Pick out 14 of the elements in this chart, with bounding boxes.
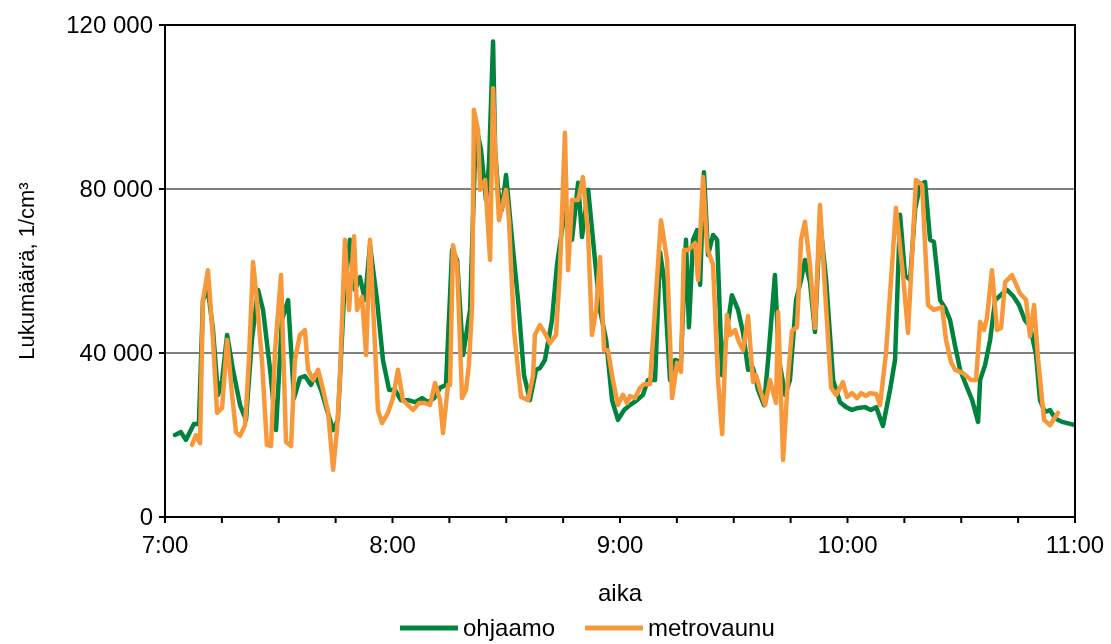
legend-label: metrovaunu xyxy=(648,614,775,642)
legend-label: ohjaamo xyxy=(463,614,556,642)
x-tick-label: 7:00 xyxy=(141,531,189,558)
y-axis-title: Lukumäärä, 1/cm³ xyxy=(14,182,39,360)
y-tick-label: 0 xyxy=(139,503,153,531)
y-tick-label: 40 000 xyxy=(79,339,153,367)
x-axis-title: aika xyxy=(597,579,643,606)
x-tick-label: 9:00 xyxy=(596,531,644,558)
y-tick-label: 80 000 xyxy=(79,175,153,203)
x-tick-label: 10:00 xyxy=(817,531,878,558)
x-tick-label: 8:00 xyxy=(369,531,416,558)
x-tick-label: 11:00 xyxy=(1045,531,1105,558)
y-tick-label: 120 000 xyxy=(66,11,153,39)
line-series xyxy=(189,85,1061,473)
